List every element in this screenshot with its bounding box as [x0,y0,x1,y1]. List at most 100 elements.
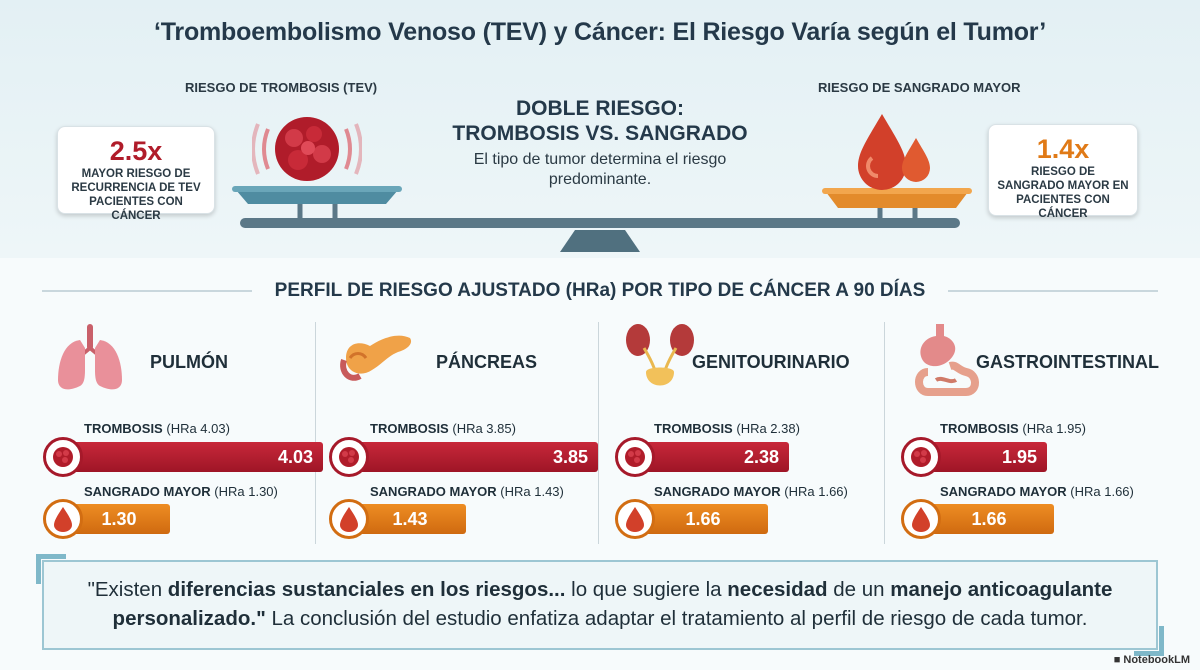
blood-drops-icon [858,114,930,190]
thrombosis-bar-label: TROMBOSIS (HRa 1.95) [940,421,1086,436]
cancer-name: GASTROINTESTINAL [976,352,1159,372]
bleeding-bar: 1.43 [354,504,466,534]
bleeding-bar-value: 1.66 [971,508,1007,529]
thrombosis-bar: 2.38 [638,442,789,472]
cancer-name: GENITOURINARIO [692,352,850,372]
quote-corner-decoration [1134,626,1164,656]
lungs-icon [50,318,130,398]
cancer-card: GASTROINTESTINAL TROMBOSIS (HRa 1.95) 1.95… [896,318,1171,548]
column-separator [315,322,316,544]
bleeding-stat-text: RIESGO DE SANGRADO MAYOR EN PACIENTES CO… [997,166,1129,220]
cancer-name: PULMÓN [150,352,228,372]
thrombosis-hra-text: (HRa 2.38) [736,421,800,436]
blood-clot-icon [252,117,362,181]
quote-emphasis: diferencias sustanciales en los riesgos.… [167,578,566,601]
thrombosis-bar: 4.03 [68,442,323,472]
blood-drop-icon [329,499,369,539]
brand-label: ■ NotebookLM [1113,654,1190,666]
bleeding-bar: 1.30 [68,504,170,534]
bleeding-hra-text: (HRa 1.66) [784,484,848,499]
thrombosis-bar-value: 2.38 [743,446,779,467]
thrombosis-bar: 3.85 [354,442,598,472]
thrombosis-bar-label: TROMBOSIS (HRa 2.38) [654,421,800,436]
bleeding-bar-label: SANGRADO MAYOR (HRa 1.66) [654,484,848,499]
quote-corner-decoration [36,554,66,584]
kidneys-bladder-icon [620,318,700,398]
bleeding-bar-track: 1.66 [924,504,1054,534]
thrombosis-bar-value: 4.03 [277,446,313,467]
quote-part: lo que sugiere la [565,578,728,601]
thrombosis-bar-track: 2.38 [638,442,893,472]
thrombosis-label: TROMBOSIS [940,421,1019,436]
bleeding-bar-track: 1.66 [638,504,768,534]
blood-drop-icon [901,499,941,539]
blood-drop-icon [43,499,83,539]
brand-name: NotebookLM [1123,654,1190,666]
page-title: ‘Tromboembolismo Venoso (TEV) y Cáncer: … [153,18,1047,46]
cancer-card: PÁNCREAS TROMBOSIS (HRa 3.85) 3.85 SANGRADO… [326,318,601,548]
double-risk-subtitle: El tipo de tumor determina el riesgo pre… [473,151,727,188]
thrombosis-bar-track: 4.03 [68,442,323,472]
bleeding-label: SANGRADO MAYOR [940,484,1067,499]
bleeding-label: SANGRADO MAYOR [654,484,781,499]
section-divider-left [42,290,252,292]
bleeding-bar-label: SANGRADO MAYOR (HRa 1.43) [370,484,564,499]
thrombosis-hra-text: (HRa 1.95) [1022,421,1086,436]
quote-part: "Existen [87,578,168,601]
thrombosis-bar-value: 1.95 [1001,446,1037,467]
column-separator [598,322,599,544]
quote-emphasis: manejo anticoagulante personalizado." [112,578,1113,630]
thrombosis-label: TROMBOSIS [370,421,449,436]
blood-clot-icon [329,437,369,477]
thrombosis-bar-label: TROMBOSIS (HRa 3.85) [370,421,516,436]
blood-drop-icon [615,499,655,539]
section-divider-right [948,290,1158,292]
thrombosis-stat-box: 2.5x MAYOR RIESGO DE RECURRENCIA DE TEV … [57,126,215,222]
thrombosis-hra-text: (HRa 3.85) [452,421,516,436]
thrombosis-bar-track: 3.85 [354,442,609,472]
bleeding-hra-text: (HRa 1.66) [1070,484,1134,499]
column-separator [884,322,885,544]
bleeding-bar-track: 1.30 [68,504,198,534]
conclusion-quote: "Existen diferencias sustanciales en los… [60,575,1140,633]
quote-emphasis: necesidad [727,578,828,601]
bleeding-stat-box: 1.4x RIESGO DE SANGRADO MAYOR EN PACIENT… [988,124,1138,220]
quote-part: de un [827,578,891,601]
thrombosis-hra-text: (HRa 4.03) [166,421,230,436]
double-risk-heading-line2: TROMBOSIS VS. SANGRADO [452,122,748,145]
thrombosis-bar-track: 1.95 [924,442,1179,472]
bleeding-hra-text: (HRa 1.30) [214,484,278,499]
thrombosis-bar-label: TROMBOSIS (HRa 4.03) [84,421,230,436]
thrombosis-bar-value: 3.85 [552,446,588,467]
bleeding-bar-label: SANGRADO MAYOR (HRa 1.66) [940,484,1134,499]
balance-scale-illustration [232,186,972,252]
double-risk-heading-line1: DOBLE RIESGO: [515,97,684,120]
pancreas-icon [336,318,416,398]
blood-clot-icon [615,437,655,477]
bleeding-risk-label: RIESGO DE SANGRADO MAYOR [818,80,1021,95]
section-title-text: PERFIL DE RIESGO AJUSTADO (HRa) POR TIPO… [256,280,944,301]
double-risk-heading: DOBLE RIESGO: TROMBOSIS VS. SANGRADO [430,96,770,146]
thrombosis-stat-text: MAYOR RIESGO DE RECURRENCIA DE TEV PACIE… [71,168,201,222]
blood-clot-icon [43,437,83,477]
bleeding-bar-value: 1.66 [685,508,721,529]
bleeding-label: SANGRADO MAYOR [370,484,497,499]
quote-part: La conclusión del estudio enfatiza adapt… [265,607,1088,630]
bleeding-bar-value: 1.30 [101,508,137,529]
bleeding-bar: 1.66 [638,504,768,534]
section-title: PERFIL DE RIESGO AJUSTADO (HRa) POR TIPO… [0,280,1200,302]
bleeding-bar: 1.66 [924,504,1054,534]
bleeding-stat-value: 1.4x [1036,134,1090,164]
bleeding-bar-value: 1.43 [392,508,428,529]
bleeding-label: SANGRADO MAYOR [84,484,211,499]
thrombosis-bar: 1.95 [924,442,1047,472]
bleeding-bar-track: 1.43 [354,504,484,534]
thrombosis-risk-label: RIESGO DE TROMBOSIS (TEV) [185,80,378,95]
bleeding-bar-label: SANGRADO MAYOR (HRa 1.30) [84,484,278,499]
blood-clot-icon [901,437,941,477]
thrombosis-label: TROMBOSIS [84,421,163,436]
cancer-name: PÁNCREAS [436,352,538,372]
cancer-card: PULMÓN TROMBOSIS (HRa 4.03) 4.03 SANGRADO M… [40,318,323,548]
stomach-intestine-icon [906,318,986,398]
cancer-card: GENITOURINARIO TROMBOSIS (HRa 2.38) 2.38 SA… [610,318,885,548]
